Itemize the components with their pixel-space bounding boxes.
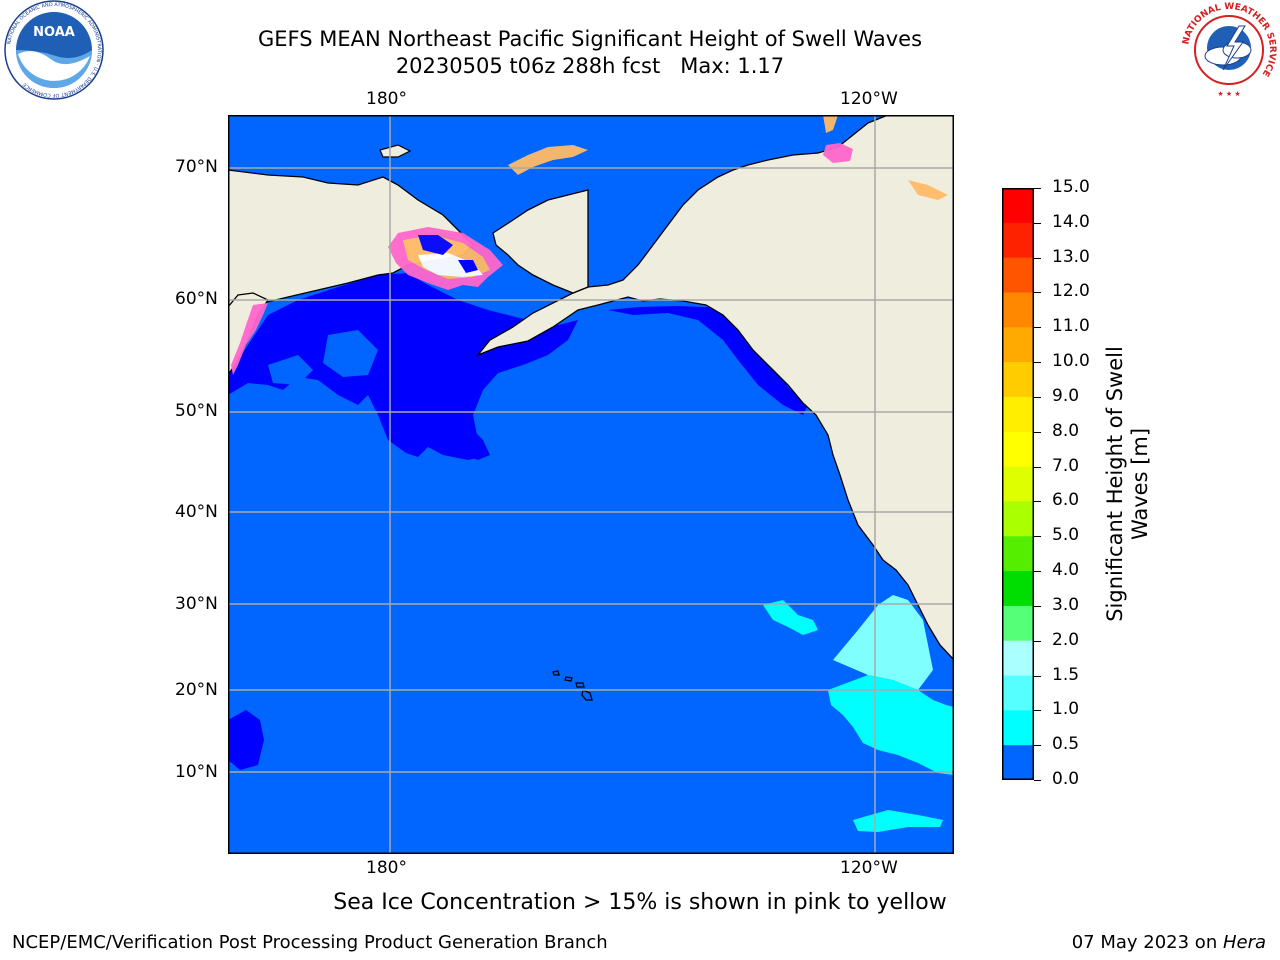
colorbar-label: Significant Height of Swell Waves [m] (1103, 346, 1153, 622)
lon-label-top-120w: 120°W (840, 89, 898, 109)
colorbar-segment (1002, 745, 1034, 780)
colorbar-tick-label: 7.0 (1052, 455, 1080, 476)
western-low-swell-patch (228, 710, 264, 770)
colorbar-tick-label: 5.0 (1052, 525, 1080, 546)
colorbar-segment (1002, 431, 1034, 468)
footer-host: Hera (1222, 932, 1266, 953)
colorbar-tick-mark (1034, 431, 1041, 433)
lat-label-40n: 40°N (175, 502, 218, 522)
colorbar-tick-mark (1034, 501, 1041, 503)
colorbar-tick-mark (1034, 396, 1041, 398)
lat-label-60n: 60°N (175, 289, 218, 309)
colorbar-segment (1002, 710, 1034, 746)
colorbar-tick-label: 0.0 (1052, 769, 1080, 789)
lat-label-50n: 50°N (175, 401, 218, 421)
colorbar-segment (1002, 571, 1034, 607)
colorbar-tick-label: 15.0 (1052, 177, 1090, 197)
svg-text:★ ★ ★: ★ ★ ★ (1217, 90, 1240, 98)
colorbar-tick-label: 1.0 (1052, 699, 1080, 720)
colorbar-frame (1002, 188, 1034, 780)
lon-label-top-180: 180° (366, 89, 407, 109)
colorbar-tick-mark (1034, 222, 1041, 224)
cyan-swell-patch-north (763, 600, 818, 635)
footer-date: 07 May 2023 on Hera (1072, 932, 1266, 953)
colorbar-tick-label: 13.0 (1052, 246, 1090, 267)
colorbar-tick-label: 3.0 (1052, 594, 1080, 615)
colorbar-tick-mark (1034, 780, 1041, 781)
colorbar-tick-mark (1034, 257, 1041, 259)
light-cyan-swell-region (833, 595, 933, 690)
colorbar-tick-mark (1034, 745, 1041, 747)
st-lawrence-island (379, 144, 412, 158)
map-title: GEFS MEAN Northeast Pacific Significant … (0, 26, 1180, 80)
lat-label-20n: 20°N (175, 680, 218, 700)
colorbar-tick-mark (1034, 640, 1041, 642)
colorbar-tick-mark (1034, 571, 1041, 573)
colorbar-tick-mark (1034, 466, 1041, 468)
colorbar-segment (1002, 675, 1034, 711)
swell-height-map (228, 115, 954, 854)
colorbar-segment (1002, 466, 1034, 502)
lon-label-bottom-120w: 120°W (840, 858, 898, 878)
colorbar-tick-mark (1034, 536, 1041, 538)
colorbar-tick-mark (1034, 327, 1041, 329)
colorbar-tick-label: 8.0 (1052, 420, 1080, 441)
title-line-1: GEFS MEAN Northeast Pacific Significant … (257, 27, 923, 51)
noaa-logo-text: NOAA (33, 25, 75, 40)
colorbar-tick-mark (1034, 362, 1041, 364)
noaa-logo-icon: NOAA NATIONAL OCEANIC AND ATMOSPHERIC AD… (4, 0, 104, 100)
colorbar-segment (1002, 327, 1034, 363)
lat-label-70n: 70°N (175, 157, 218, 177)
cyan-swell-region (828, 675, 954, 775)
colorbar-label-line-1: Significant Height of Swell (1103, 346, 1127, 622)
colorbar-tick-label: 0.5 (1052, 734, 1080, 755)
colorbar-tick-mark (1034, 710, 1041, 712)
footer-date-text: 07 May 2023 on (1071, 932, 1223, 953)
colorbar-segment (1002, 501, 1034, 537)
bering-low-swell-region (228, 273, 578, 460)
title-line-2: 20230505 t06z 288h fcst Max: 1.17 (395, 54, 785, 78)
colorbar-segment (1002, 536, 1034, 572)
colorbar-segment (1002, 188, 1034, 224)
colorbar-segment (1002, 640, 1034, 677)
map-frame (228, 115, 954, 854)
alaska-west-land (492, 189, 589, 294)
colorbar-tick-label: 14.0 (1052, 211, 1090, 232)
colorbar-tick-label: 10.0 (1052, 351, 1090, 372)
colorbar-label-line-2: Waves [m] (1128, 427, 1152, 541)
hawaii-islands (552, 670, 593, 701)
colorbar-segment (1002, 396, 1034, 433)
colorbar-tick-mark (1034, 292, 1041, 294)
nws-logo-icon: NATIONAL WEATHER SERVICE ★ ★ ★ (1181, 2, 1277, 98)
colorbar-tick-label: 9.0 (1052, 385, 1080, 406)
colorbar-tick-mark (1034, 188, 1041, 189)
colorbar-segment (1002, 292, 1034, 328)
map-gridlines (228, 115, 954, 854)
colorbar-tick-label: 6.0 (1052, 490, 1080, 511)
north-america-land (475, 115, 954, 661)
map-canvas (228, 115, 954, 854)
lat-label-10n: 10°N (175, 762, 218, 782)
colorbar-segment (1002, 362, 1034, 398)
colorbar-tick-mark (1034, 675, 1041, 677)
colorbar-tick-mark (1034, 605, 1041, 607)
colorbar (1002, 188, 1034, 780)
sea-ice-note: Sea Ice Concentration > 15% is shown in … (333, 890, 947, 915)
colorbar-segment (1002, 257, 1034, 293)
lat-label-30n: 30°N (175, 594, 218, 614)
lon-label-bottom-180: 180° (366, 858, 407, 878)
colorbar-tick-label: 11.0 (1052, 316, 1090, 337)
colorbar-tick-label: 2.0 (1052, 629, 1080, 650)
colorbar-segment (1002, 605, 1034, 642)
colorbar-tick-label: 4.0 (1052, 560, 1080, 581)
colorbar-tick-label: 12.0 (1052, 281, 1090, 302)
footer-credit: NCEP/EMC/Verification Post Processing Pr… (12, 932, 608, 953)
colorbar-segment (1002, 222, 1034, 259)
gulf-alaska-low-swell (608, 306, 808, 415)
colorbar-tick-label: 1.5 (1052, 664, 1080, 685)
